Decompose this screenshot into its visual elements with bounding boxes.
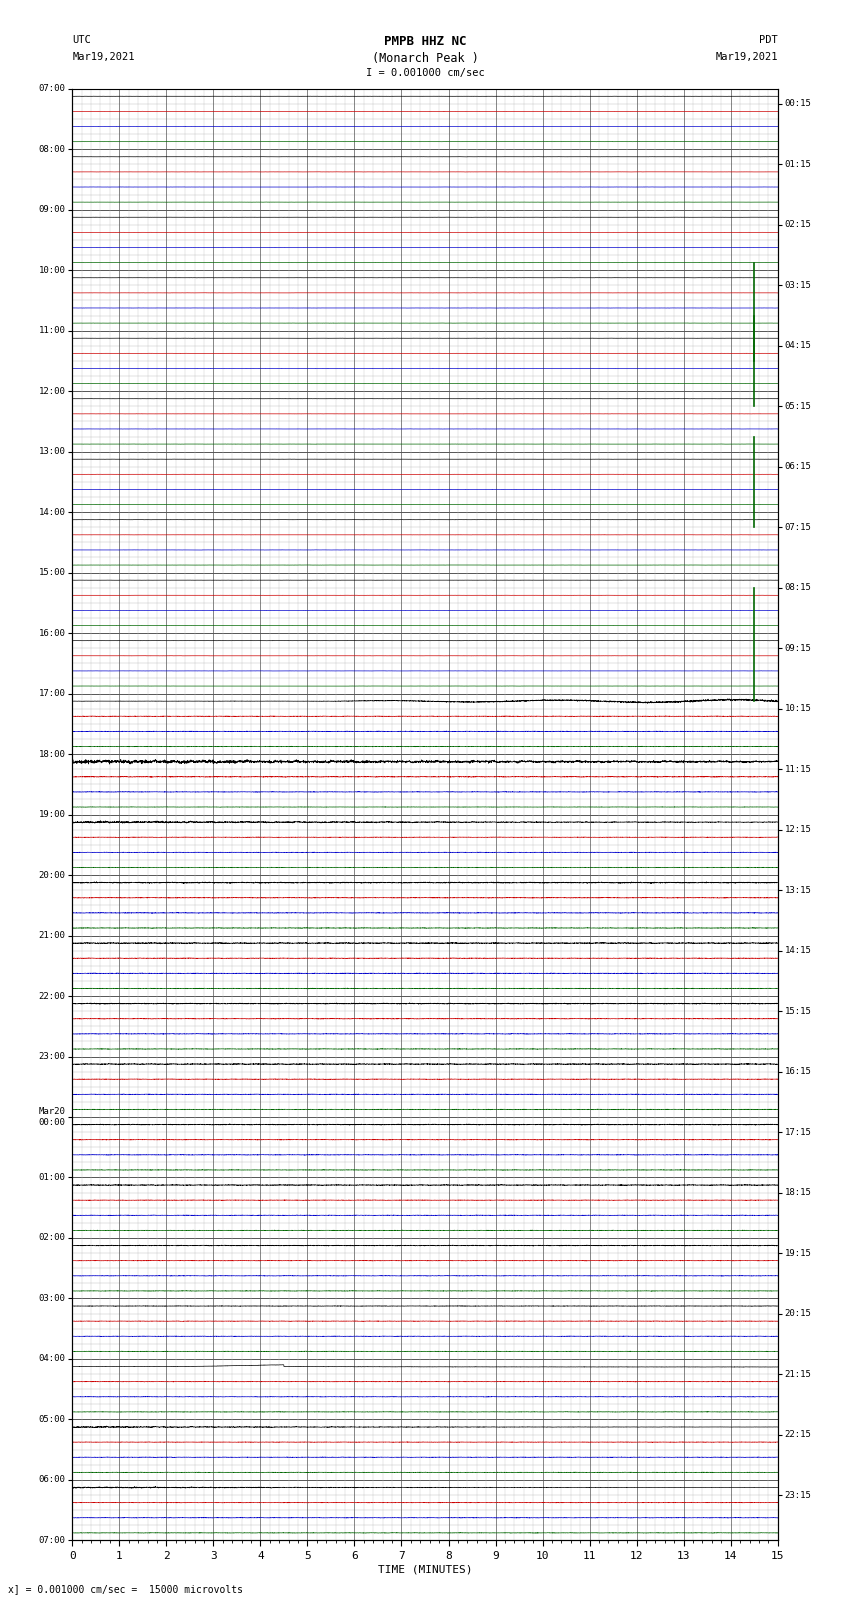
Text: UTC: UTC (72, 35, 91, 45)
Text: Mar19,2021: Mar19,2021 (715, 52, 778, 61)
Text: x] = 0.001000 cm/sec =  15000 microvolts: x] = 0.001000 cm/sec = 15000 microvolts (8, 1584, 243, 1594)
Text: PMPB HHZ NC: PMPB HHZ NC (383, 35, 467, 48)
Text: Mar19,2021: Mar19,2021 (72, 52, 135, 61)
Text: I = 0.001000 cm/sec: I = 0.001000 cm/sec (366, 68, 484, 77)
Text: PDT: PDT (759, 35, 778, 45)
X-axis label: TIME (MINUTES): TIME (MINUTES) (377, 1565, 473, 1574)
Text: (Monarch Peak ): (Monarch Peak ) (371, 52, 479, 65)
